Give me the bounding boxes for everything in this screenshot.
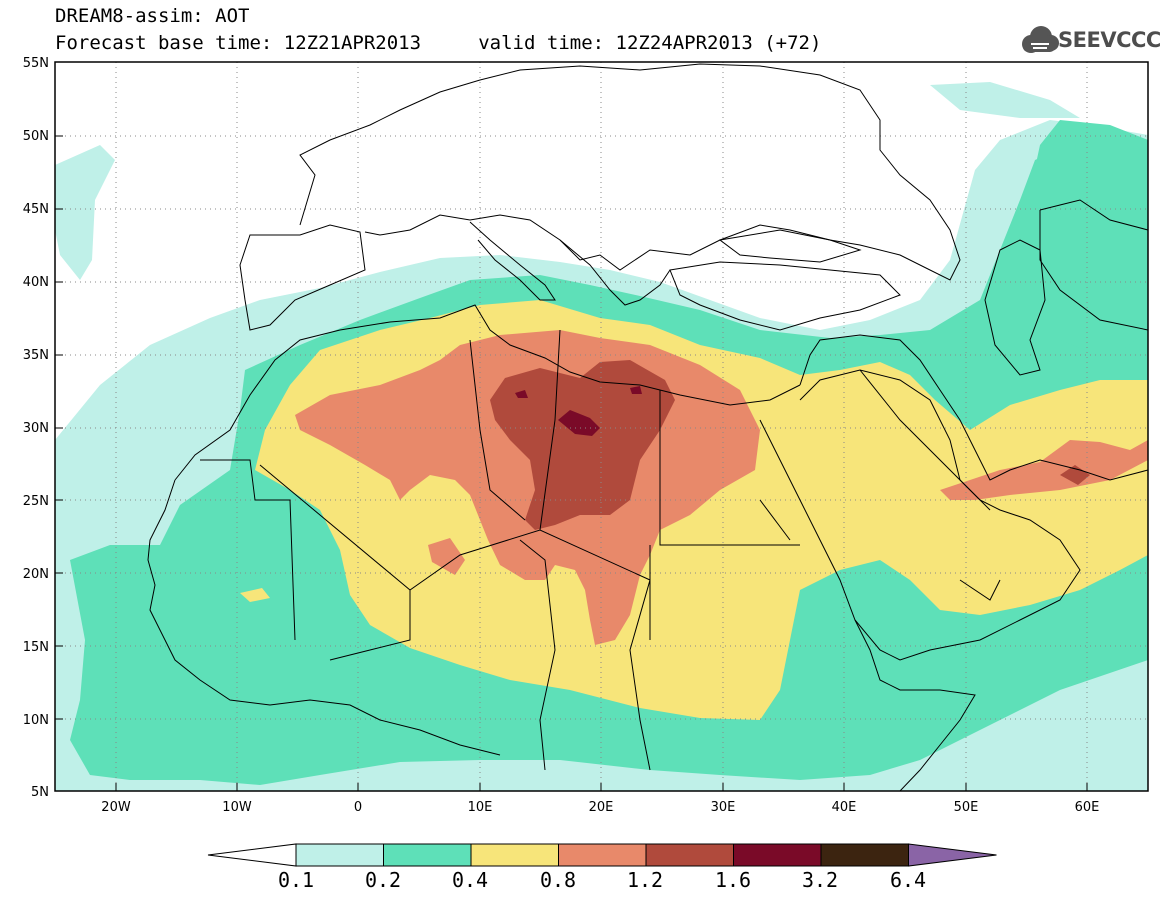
colorbar-swatch	[820, 843, 909, 867]
lon-label: 20E	[589, 800, 614, 815]
lat-label: 5N	[31, 785, 49, 800]
lon-label: 50E	[954, 800, 979, 815]
lon-label: 60E	[1075, 800, 1100, 815]
lat-label: 10N	[23, 713, 49, 728]
colorbar-swatch	[383, 843, 472, 867]
lat-label: 30N	[23, 421, 49, 436]
aot-band-1-6	[515, 386, 642, 436]
colorbar-swatch	[295, 843, 384, 867]
lat-label: 20N	[23, 567, 49, 582]
lon-label: 20W	[101, 800, 131, 815]
lon-label: 10W	[222, 800, 252, 815]
colorbar-swatch	[470, 843, 559, 867]
colorbar-label: 1.6	[714, 868, 752, 892]
colorbar-swatch	[558, 843, 647, 867]
colorbar-label: 3.2	[801, 868, 839, 892]
lon-label: 10E	[468, 800, 493, 815]
colorbar	[207, 843, 997, 867]
lat-label: 50N	[23, 129, 49, 144]
longitude-labels: 20W 10W 0 10E 20E 30E 40E 50E 60E	[101, 800, 1099, 815]
lon-label: 30E	[711, 800, 736, 815]
lat-label: 35N	[23, 348, 49, 363]
coastlines	[147, 63, 1148, 791]
cloud-logo-icon	[1022, 26, 1059, 53]
lat-label: 15N	[23, 640, 49, 655]
lon-label: 40E	[832, 800, 857, 815]
colorbar-label: 6.4	[889, 868, 927, 892]
colorbar-label: 0.8	[539, 868, 577, 892]
axis-ticks	[55, 135, 1088, 791]
colorbar-label: 1.2	[626, 868, 664, 892]
lat-label: 25N	[23, 494, 49, 509]
logo-text: SEEVCCC	[1058, 28, 1161, 52]
colorbar-label: 0.4	[451, 868, 489, 892]
colorbar-high-arrow	[908, 843, 997, 867]
colorbar-label: 0.1	[277, 868, 315, 892]
forecast-times: Forecast base time: 12Z21APR2013 valid t…	[55, 32, 822, 54]
latitude-labels: 55N 50N 45N 40N 35N 30N 25N 20N 15N 10N …	[23, 56, 49, 800]
map-gridlines	[55, 62, 1148, 791]
lat-label: 55N	[23, 56, 49, 71]
lon-label: 0	[354, 800, 362, 815]
colorbar-label: 0.2	[364, 868, 402, 892]
colorbar-low-arrow	[207, 843, 297, 867]
chart-title: DREAM8-assim: AOT	[55, 5, 250, 27]
lat-label: 45N	[23, 202, 49, 217]
colorbar-swatch	[645, 843, 734, 867]
aot-band-1-2	[490, 360, 1090, 530]
colorbar-swatch	[733, 843, 822, 867]
lat-label: 40N	[23, 275, 49, 290]
